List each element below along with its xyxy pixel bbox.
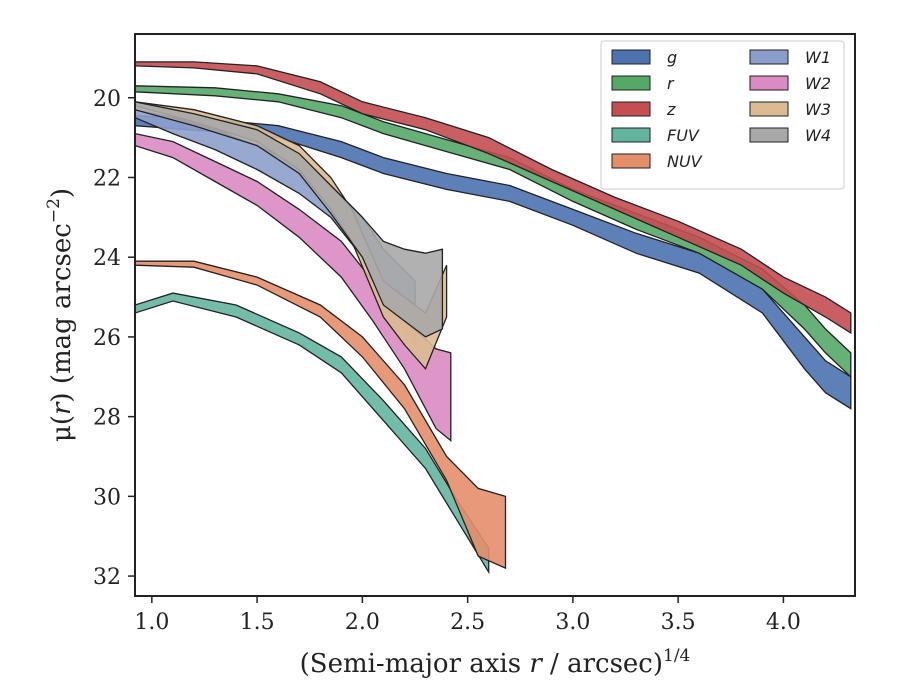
legend-swatch-r — [611, 75, 651, 91]
y-axis-title-sup: −2 — [44, 198, 64, 223]
legend-label-z: z — [666, 100, 676, 119]
legend-swatch-fuv — [611, 127, 651, 143]
legend-label-r: r — [667, 74, 675, 93]
legend: grz FUV NUV W1 W2 W3 W4 — [600, 40, 845, 190]
band-g — [135, 115, 852, 410]
x-axis-title-rest: / arcsec) — [542, 649, 663, 679]
x-axis-ticks: 1.0 1.5 2.0 2.5 3.0 3.5 4.0 — [134, 596, 801, 635]
x-axis-title: (Semi-major axis r / arcsec)1/4 — [300, 646, 691, 679]
legend-label-w3: W3 — [805, 100, 831, 119]
y-axis-title: μ(r) (mag arcsec−2) — [44, 188, 77, 442]
x-tick-label: 1.5 — [240, 610, 275, 635]
y-tick-label: 20 — [93, 87, 121, 112]
y-tick-label: 32 — [93, 565, 121, 590]
legend-label-w2: W2 — [805, 74, 831, 93]
y-axis-title-rest: ) (mag arcsec — [47, 223, 77, 402]
y-tick-label: 22 — [93, 166, 121, 191]
legend-label-g: g — [667, 48, 677, 67]
y-tick-label: 28 — [93, 406, 121, 431]
legend-swatch-w1 — [749, 49, 789, 65]
x-tick-label: 2.0 — [345, 610, 380, 635]
x-axis-title-main: (Semi-major axis — [300, 649, 530, 679]
legend-swatch-w2 — [749, 75, 789, 91]
y-axis-title-var: r — [47, 401, 77, 415]
x-tick-label: 4.0 — [766, 610, 801, 635]
y-axis-ticks: 20 22 24 26 28 30 32 — [93, 87, 135, 590]
x-axis-title-var: r — [529, 649, 543, 679]
legend-label-fuv: FUV — [667, 126, 700, 145]
band-z — [135, 61, 852, 335]
band-w2 — [135, 132, 452, 442]
x-tick-label: 1.0 — [134, 610, 169, 635]
legend-swatch-g — [611, 49, 651, 65]
legend-swatch-nuv — [611, 153, 651, 169]
y-axis-title-close: ) — [47, 188, 77, 198]
legend-swatch-z — [611, 101, 651, 117]
band-w4 — [135, 101, 444, 338]
x-tick-label: 2.5 — [450, 610, 485, 635]
y-tick-label: 30 — [93, 485, 121, 510]
legend-label-w1: W1 — [805, 48, 831, 67]
legend-swatch-w3 — [749, 101, 789, 117]
legend-label-w4: W4 — [805, 126, 831, 145]
x-tick-label: 3.0 — [555, 610, 590, 635]
y-axis-title-main: μ( — [47, 415, 77, 442]
x-tick-label: 3.5 — [661, 610, 696, 635]
series-bands — [135, 61, 852, 575]
plot-frame — [134, 33, 856, 597]
band-nuv — [135, 260, 507, 570]
legend-swatch-w4 — [749, 127, 789, 143]
y-tick-label: 26 — [93, 326, 121, 351]
x-axis-title-sup: 1/4 — [663, 646, 690, 666]
band-r — [135, 85, 852, 379]
y-tick-label: 24 — [93, 246, 121, 271]
legend-label-nuv: NUV — [667, 152, 703, 171]
band-fuv — [135, 292, 490, 575]
